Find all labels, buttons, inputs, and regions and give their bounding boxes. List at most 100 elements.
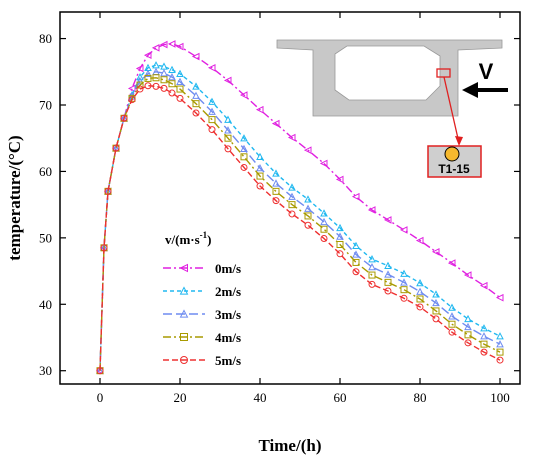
data-point bbox=[399, 226, 408, 234]
data-point bbox=[135, 64, 144, 73]
y-axis-ticks: 30 40 50 60 70 80 bbox=[39, 31, 520, 378]
data-point bbox=[104, 187, 112, 195]
data-point bbox=[448, 328, 456, 336]
data-point bbox=[208, 107, 216, 115]
data-point bbox=[112, 144, 120, 152]
x-tick-label: 80 bbox=[414, 390, 427, 405]
data-point bbox=[400, 278, 408, 286]
data-point bbox=[208, 116, 216, 124]
series-5m/s bbox=[96, 82, 504, 375]
data-point bbox=[480, 340, 488, 348]
data-point bbox=[144, 74, 152, 82]
data-point bbox=[224, 126, 232, 134]
data-point bbox=[160, 84, 168, 92]
x-tick-label: 40 bbox=[254, 390, 267, 405]
series-2m/s bbox=[96, 61, 504, 374]
gauge-callout-line bbox=[443, 76, 460, 144]
data-point bbox=[160, 69, 168, 77]
legend-label: 3m/s bbox=[215, 307, 241, 322]
y-tick-label: 40 bbox=[39, 297, 52, 312]
x-axis-label: Time/(h) bbox=[259, 436, 322, 455]
series-line bbox=[99, 64, 501, 371]
data-point bbox=[144, 82, 152, 90]
data-point bbox=[304, 221, 312, 229]
data-point bbox=[100, 244, 108, 252]
data-point bbox=[496, 332, 504, 340]
data-point bbox=[384, 261, 392, 269]
y-tick-label: 80 bbox=[39, 31, 52, 46]
data-point bbox=[464, 322, 472, 331]
legend-marker bbox=[180, 333, 188, 341]
data-point bbox=[336, 250, 344, 258]
data-point bbox=[288, 192, 296, 200]
data-point bbox=[272, 187, 280, 195]
data-point bbox=[168, 89, 176, 97]
data-point bbox=[368, 271, 376, 279]
legend-marker bbox=[179, 263, 188, 273]
data-point bbox=[495, 293, 504, 302]
data-point bbox=[320, 235, 328, 243]
data-point bbox=[480, 324, 488, 332]
data-point bbox=[448, 320, 456, 328]
data-point bbox=[336, 223, 344, 232]
data-point bbox=[176, 69, 184, 77]
data-point bbox=[431, 247, 440, 256]
legend-item: 2m/s bbox=[163, 284, 241, 299]
data-point bbox=[224, 134, 232, 142]
data-point bbox=[336, 241, 344, 248]
data-point bbox=[335, 175, 344, 184]
series-line bbox=[99, 43, 501, 371]
data-point bbox=[464, 331, 472, 339]
data-point bbox=[384, 278, 392, 286]
data-point bbox=[352, 241, 360, 250]
y-tick-label: 60 bbox=[39, 164, 52, 179]
data-point bbox=[464, 339, 472, 347]
data-point bbox=[480, 332, 488, 340]
data-point bbox=[384, 287, 392, 295]
data-point bbox=[272, 169, 280, 177]
velocity-label: V bbox=[479, 59, 494, 84]
legend-marker bbox=[179, 309, 189, 318]
data-point bbox=[352, 258, 360, 266]
data-point bbox=[416, 295, 424, 303]
data-point bbox=[352, 268, 360, 276]
data-point bbox=[159, 40, 168, 49]
series-layer bbox=[95, 40, 504, 375]
data-point bbox=[384, 270, 392, 278]
data-point bbox=[496, 348, 504, 356]
gauge-location-marker bbox=[436, 68, 451, 78]
gauge-label: T1-15 bbox=[438, 162, 470, 176]
data-point bbox=[400, 269, 408, 277]
y-tick-label: 30 bbox=[39, 363, 52, 378]
data-point bbox=[192, 109, 200, 117]
legend-item: 3m/s bbox=[163, 307, 241, 322]
box-girder-cross-section bbox=[276, 39, 503, 117]
data-point bbox=[383, 216, 392, 224]
x-tick-label: 60 bbox=[334, 390, 347, 405]
x-axis-ticks: 0 20 40 60 80 100 bbox=[97, 12, 510, 405]
legend-marker bbox=[180, 356, 188, 364]
data-point bbox=[152, 82, 160, 90]
data-point bbox=[255, 105, 264, 114]
data-point bbox=[415, 236, 424, 245]
data-point bbox=[136, 77, 144, 85]
data-point bbox=[127, 84, 136, 93]
data-point bbox=[256, 182, 264, 190]
data-point bbox=[432, 315, 440, 323]
data-point bbox=[176, 85, 184, 93]
data-point bbox=[447, 259, 456, 267]
data-point bbox=[120, 114, 128, 122]
data-point bbox=[256, 172, 264, 180]
data-point bbox=[168, 73, 176, 81]
x-tick-label: 20 bbox=[174, 390, 187, 405]
x-tick-label: 0 bbox=[97, 390, 104, 405]
x-tick-label: 100 bbox=[490, 390, 510, 405]
data-point bbox=[432, 307, 440, 315]
series-4m/s bbox=[96, 74, 504, 375]
data-point bbox=[192, 82, 200, 90]
data-point bbox=[176, 77, 184, 85]
data-point bbox=[224, 145, 232, 153]
data-point bbox=[367, 206, 376, 214]
y-tick-label: 50 bbox=[39, 230, 52, 245]
data-point bbox=[319, 159, 328, 168]
